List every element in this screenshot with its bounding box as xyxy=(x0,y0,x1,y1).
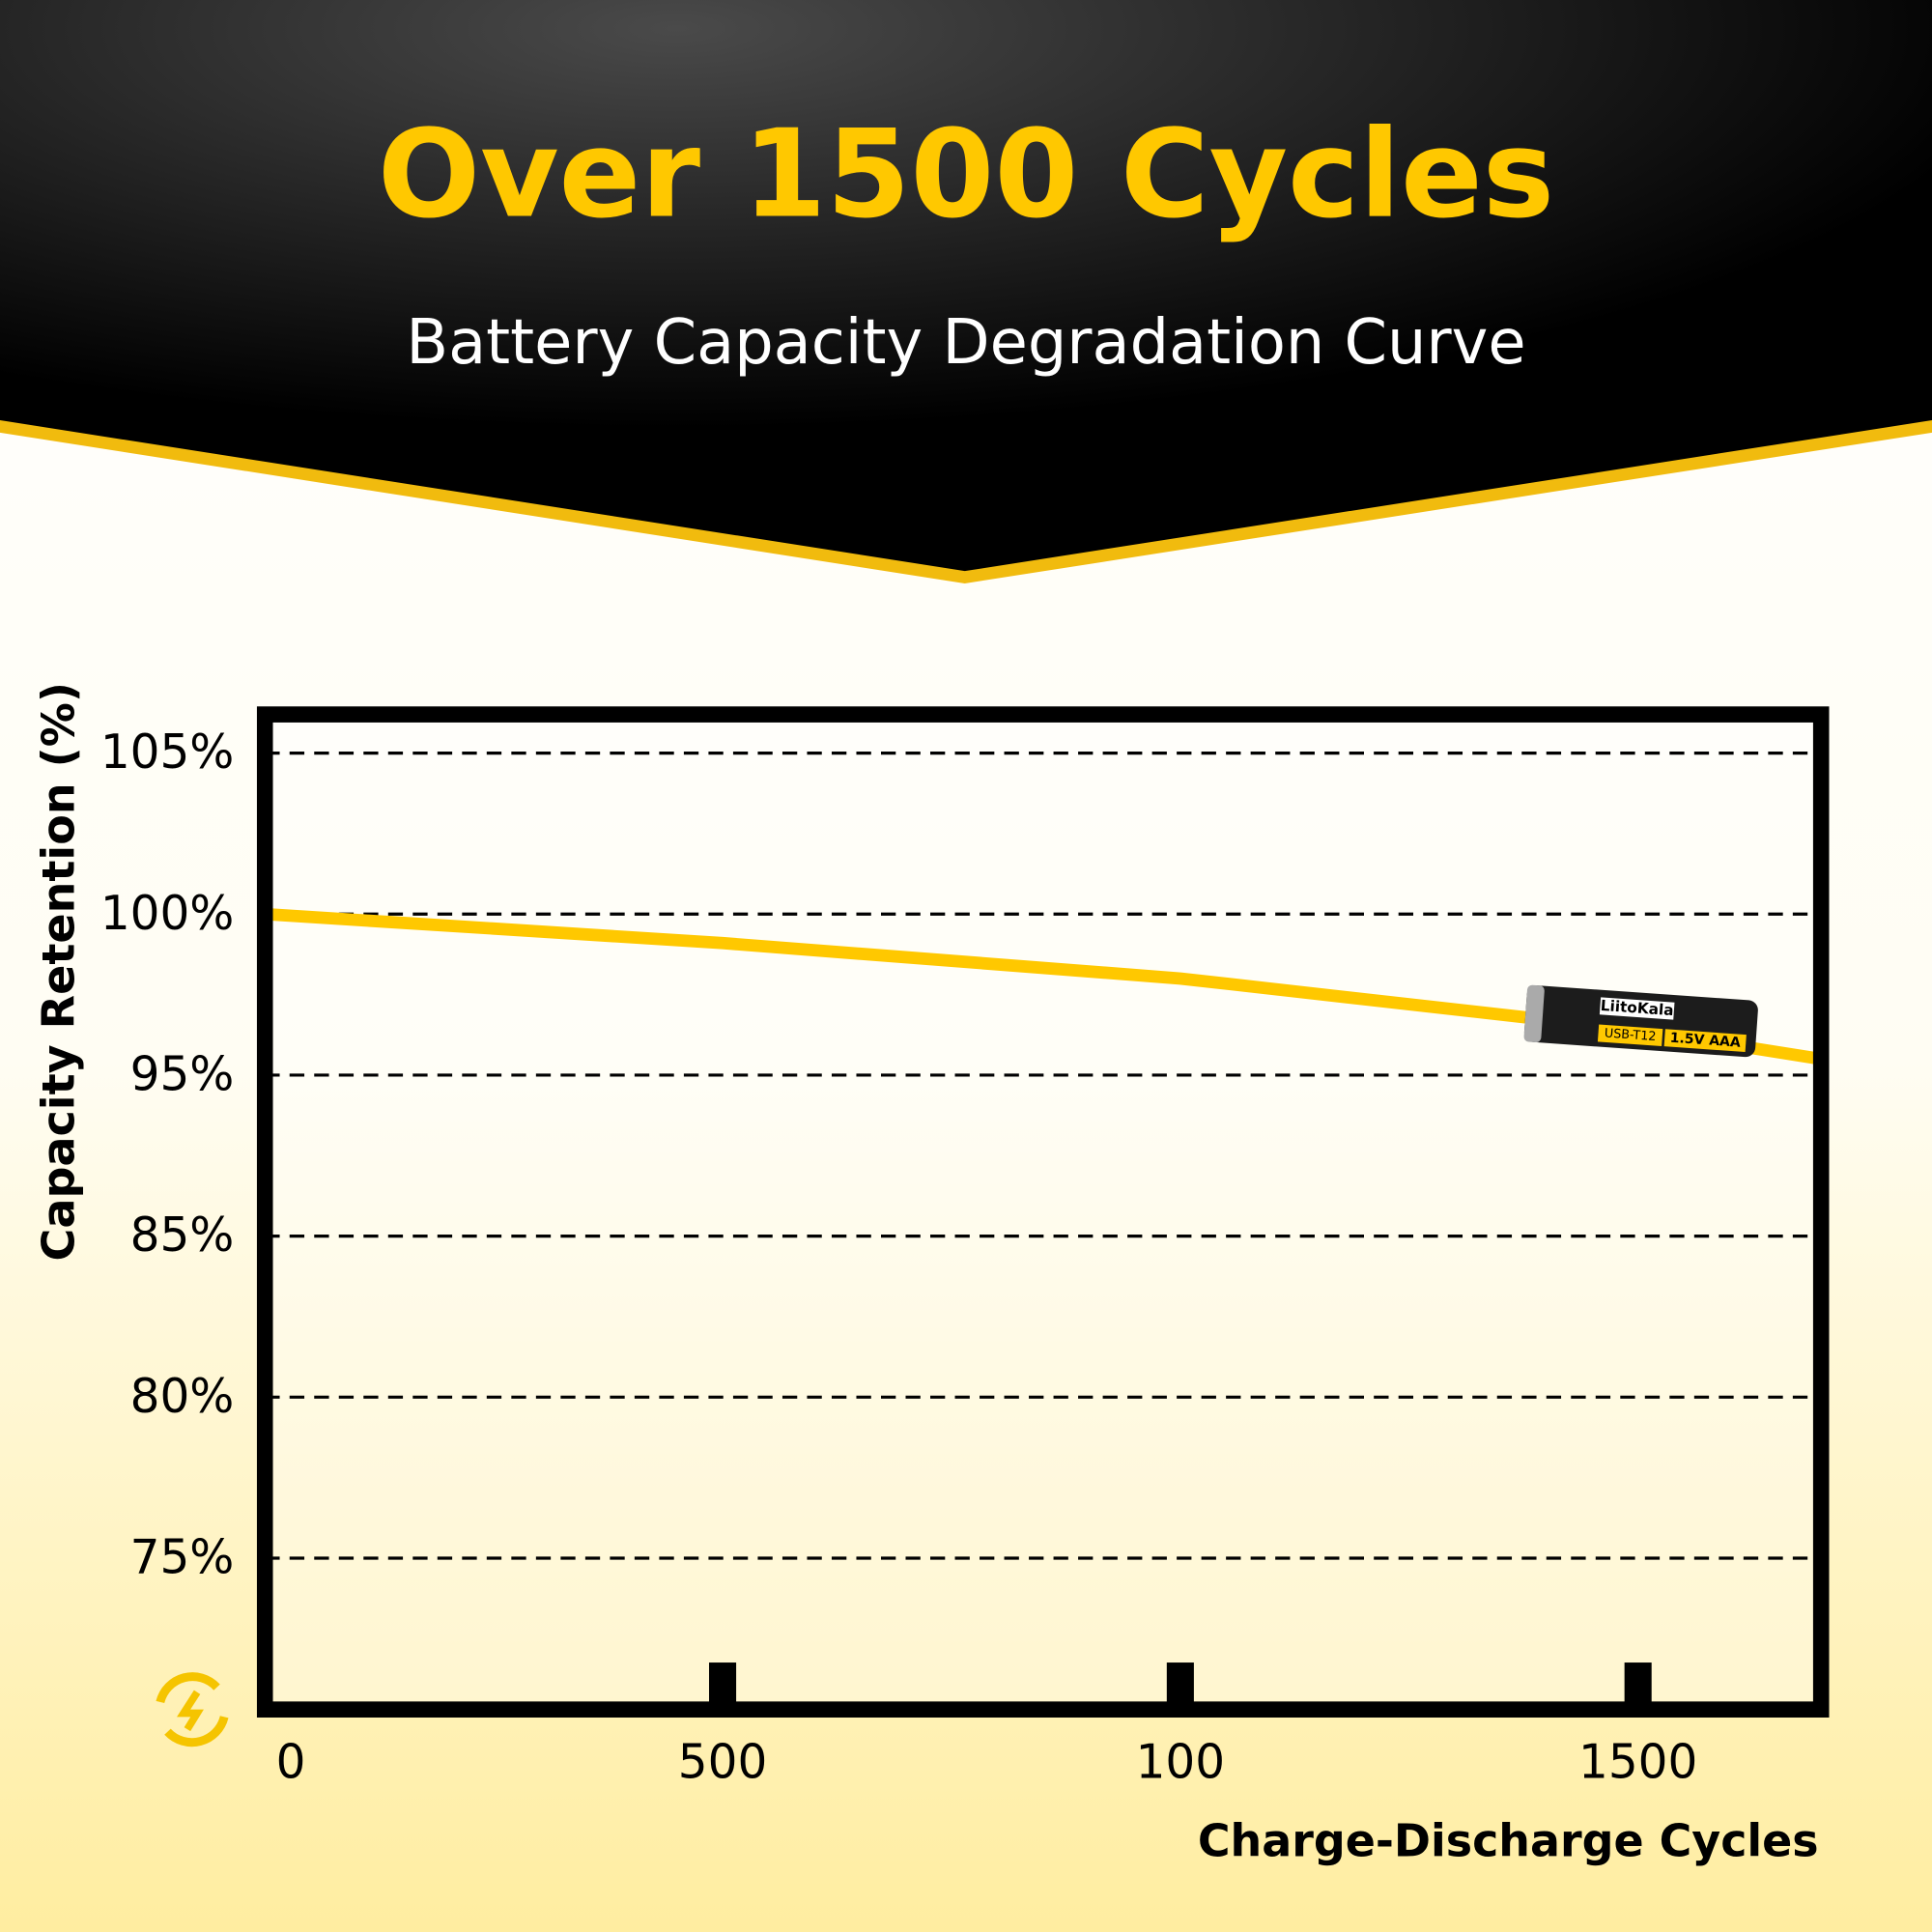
x-tick-label: 100 xyxy=(1136,1735,1225,1789)
y-tick-label: 100% xyxy=(100,887,235,941)
y-axis-label: Capacity Retention (%) xyxy=(32,682,84,1261)
icon-arc xyxy=(156,1672,220,1704)
title: Over 1500 Cycles xyxy=(378,103,1554,244)
icon-arc xyxy=(164,1716,229,1747)
x-tick-label: 1500 xyxy=(1578,1735,1697,1789)
battery-cap xyxy=(1523,984,1545,1042)
y-tick-label: 75% xyxy=(130,1531,235,1585)
subtitle: Battery Capacity Degradation Curve xyxy=(406,307,1525,379)
y-tick-label: 105% xyxy=(100,725,235,780)
battery-brand: LiitoKala xyxy=(1600,997,1674,1019)
plot-area xyxy=(265,714,1822,1710)
x-tick-label: 0 xyxy=(276,1735,306,1789)
header xyxy=(0,0,1932,572)
x-tick-label: 500 xyxy=(678,1735,767,1789)
x-axis-label: Charge-Discharge Cycles xyxy=(1198,1815,1819,1867)
y-tick-label: 85% xyxy=(130,1208,235,1263)
battery-model: USB-T12 xyxy=(1604,1026,1657,1044)
plot-frame xyxy=(256,706,1830,1718)
battery: LiitoKala USB-T12 1.5V AAA xyxy=(1523,984,1758,1058)
battery-model-bg xyxy=(1597,1024,1663,1046)
icon-bolt xyxy=(177,1690,204,1732)
battery-voltage: 1.5V AAA xyxy=(1669,1031,1741,1051)
y-tick-label: 80% xyxy=(130,1370,235,1424)
cycle-icon xyxy=(156,1672,229,1747)
battery-label-bg xyxy=(1599,997,1675,1020)
battery-voltage-bg xyxy=(1663,1029,1747,1053)
y-tick-label: 95% xyxy=(130,1047,235,1101)
